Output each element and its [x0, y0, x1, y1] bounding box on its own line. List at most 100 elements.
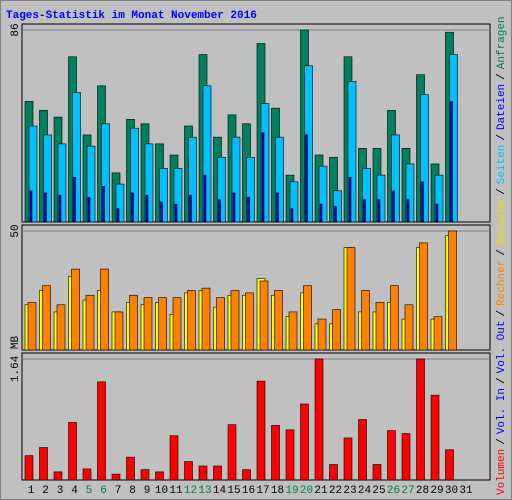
bar — [115, 183, 125, 223]
legend-separator: / — [496, 438, 508, 445]
bar — [126, 456, 135, 481]
bar — [285, 429, 295, 481]
bar — [448, 230, 457, 351]
bar — [390, 285, 399, 351]
x-tick-label: 9 — [144, 485, 151, 497]
bar — [246, 156, 255, 223]
x-tick-label: 22 — [329, 485, 342, 497]
bar — [332, 309, 341, 351]
chart-title: Tages-Statistik im Monat November 2016 — [6, 10, 257, 22]
bar — [445, 449, 454, 481]
y-tick-label: 1.64 MB — [10, 336, 22, 383]
bar — [377, 199, 381, 223]
bar — [317, 318, 327, 351]
bar — [372, 464, 382, 481]
x-tick-label: 25 — [372, 485, 385, 497]
x-tick-label: 19 — [285, 485, 298, 497]
legend-entry: Vol. Out — [496, 321, 508, 374]
bar — [421, 181, 424, 223]
bar — [361, 290, 370, 351]
bar — [102, 185, 105, 223]
legend-entry: Besuche — [496, 199, 508, 245]
bar — [174, 203, 178, 223]
bar — [274, 290, 283, 351]
bar — [433, 316, 443, 351]
bar — [247, 197, 250, 223]
x-tick-label: 10 — [155, 485, 168, 497]
bar — [362, 168, 371, 223]
bar — [169, 435, 179, 481]
bar — [216, 297, 225, 351]
bar — [288, 311, 298, 351]
x-tick-label: 12 — [184, 485, 197, 497]
legend-separator: / — [496, 310, 508, 317]
x-tick-label: 14 — [213, 485, 227, 497]
bar — [430, 394, 440, 481]
bar — [346, 247, 356, 351]
bar — [201, 287, 211, 351]
bar — [401, 433, 411, 481]
bar — [275, 136, 284, 223]
x-tick-label: 2 — [42, 485, 49, 497]
bar — [28, 125, 38, 223]
bar — [376, 174, 386, 223]
bar — [391, 134, 400, 223]
bar — [305, 134, 308, 223]
legend: Volumen / Vol. In / Vol. Out / Rechner / Besuche… — [496, 16, 508, 495]
legend-entry: Volumen — [496, 449, 508, 495]
bar — [173, 168, 183, 223]
bar — [300, 403, 309, 481]
x-tick-label: 23 — [343, 485, 356, 497]
x-tick-label: 18 — [271, 485, 284, 497]
bar — [363, 199, 366, 223]
legend-separator: / — [496, 188, 508, 195]
x-tick-label: 11 — [169, 485, 183, 497]
bar — [358, 419, 367, 481]
bar — [419, 242, 428, 351]
bar — [450, 101, 453, 223]
bar — [303, 285, 312, 351]
legend-separator: / — [496, 249, 508, 256]
x-tick-label: 27 — [401, 485, 414, 497]
bar — [39, 447, 48, 481]
bar — [87, 197, 91, 223]
bar — [245, 292, 254, 351]
bar — [405, 163, 415, 223]
bar — [116, 208, 120, 223]
bar — [189, 194, 192, 223]
bar — [129, 294, 138, 351]
x-tick-label: 8 — [129, 485, 136, 497]
bar — [100, 268, 109, 351]
bar — [387, 430, 396, 481]
bar — [159, 168, 168, 223]
bar — [230, 290, 240, 351]
bar — [143, 297, 153, 351]
bar — [256, 380, 266, 481]
x-tick-label: 29 — [430, 485, 443, 497]
bar — [29, 190, 33, 223]
bar — [44, 192, 47, 223]
bar — [158, 297, 167, 351]
y-tick-label: 86 — [10, 23, 22, 36]
bar — [188, 136, 197, 223]
bar — [144, 143, 154, 223]
bar — [218, 199, 221, 223]
x-tick-label: 16 — [242, 485, 255, 497]
bar — [42, 285, 51, 351]
x-tick-label: 28 — [416, 485, 429, 497]
bar — [56, 304, 66, 351]
x-tick-label: 13 — [198, 485, 211, 497]
bar — [131, 192, 134, 223]
bar — [289, 181, 299, 223]
bar — [314, 358, 324, 481]
bar — [375, 302, 385, 351]
bar — [334, 206, 337, 223]
bar — [231, 136, 241, 223]
bar — [318, 165, 328, 223]
legend-entry: Anfragen — [496, 16, 508, 69]
bar — [145, 194, 149, 223]
bar — [416, 358, 425, 481]
x-tick-label: 6 — [100, 485, 107, 497]
bar — [101, 123, 110, 223]
